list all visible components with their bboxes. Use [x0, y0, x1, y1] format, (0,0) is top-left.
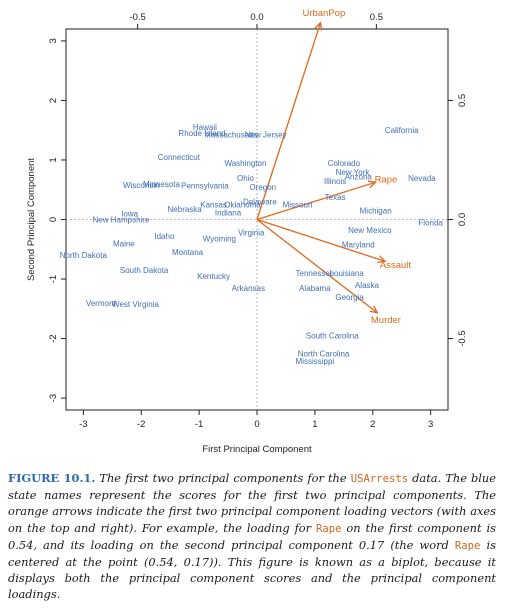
state-score-label: Missouri	[283, 201, 313, 210]
x-tick-label: -2	[137, 419, 145, 430]
state-score-label: Hawaii	[193, 123, 217, 132]
state-score-label: Nebraska	[168, 205, 203, 214]
state-score-label: Virginia	[238, 229, 265, 238]
loading-arrow	[256, 182, 375, 221]
top-tick-label: -0.5	[129, 12, 145, 23]
figure-caption: FIGURE 10.1. The first two principal com…	[8, 470, 496, 603]
y-tick-label: -1	[48, 275, 59, 283]
caption-text-2: data. The blue state names represent the…	[8, 471, 496, 535]
state-score-label: Vermont	[86, 299, 117, 308]
x-tick-label: 2	[370, 419, 375, 430]
state-score-label: Maryland	[342, 241, 375, 250]
state-score-label: Minnesota	[143, 180, 180, 189]
loading-label: Assault	[380, 260, 412, 271]
state-score-label: Wisconsin	[123, 181, 159, 190]
y-tick-label: 2	[48, 98, 59, 103]
x-tick-label: 0	[254, 419, 259, 430]
right-tick-label: 0.5	[457, 94, 468, 107]
x-axis-label: First Principal Component	[202, 444, 312, 455]
loading-label: Rape	[375, 175, 398, 186]
state-score-label: West Virginia	[112, 300, 159, 309]
loading-arrow	[256, 218, 377, 313]
right-tick-label: -0.5	[457, 330, 468, 346]
state-score-label: California	[385, 126, 419, 135]
state-score-label: Idaho	[154, 232, 175, 241]
state-score-label: Oklahoma	[224, 201, 261, 210]
x-tick-label: -3	[79, 419, 87, 430]
caption-text-3: on the first component is 0.54, and its …	[8, 520, 496, 552]
state-score-label: Washington	[224, 159, 266, 168]
state-score-label: Indiana	[215, 208, 242, 217]
caption-text-4: is centered at the point (0.54, 0.17)). …	[8, 537, 496, 602]
top-tick-label: 0.5	[370, 12, 383, 23]
y-tick-label: 0	[48, 217, 59, 222]
state-score-label: Georgia	[335, 293, 364, 302]
state-score-label: New Hampshire	[93, 216, 150, 225]
y-tick-label: -2	[48, 334, 59, 342]
state-score-label: North Carolina	[298, 349, 350, 358]
y-tick-label: -3	[48, 394, 59, 402]
caption-code-usarrests: USArrests	[350, 473, 409, 485]
state-score-label: Montana	[172, 248, 204, 257]
x-tick-label: -1	[195, 419, 203, 430]
state-score-label: Ohio	[237, 174, 254, 183]
loading-label: UrbanPop	[302, 8, 345, 19]
state-score-label: South Carolina	[306, 332, 359, 341]
loading-arrow	[256, 23, 320, 220]
state-score-label: Illinois	[324, 177, 346, 186]
caption-code-rape: Rape	[316, 522, 342, 535]
state-score-label: Arkansas	[232, 284, 265, 293]
loading-label: Murder	[371, 315, 401, 326]
state-score-label: Arizona	[345, 173, 373, 182]
right-tick-label: 0.0	[457, 213, 468, 226]
state-score-label: Alaska	[355, 281, 380, 290]
state-score-label: New Mexico	[348, 226, 392, 235]
state-score-label: Mississippi	[296, 357, 335, 366]
state-score-label: Iowa	[121, 210, 138, 219]
state-score-label: Oregon	[249, 183, 276, 192]
state-score-label: North Dakota	[60, 251, 108, 260]
state-score-label: Kentucky	[197, 272, 230, 281]
state-score-label: New Jersey	[245, 130, 287, 139]
x-tick-label: 1	[312, 419, 317, 430]
y-tick-label: 1	[48, 157, 59, 162]
state-score-label: Pennsylvania	[181, 182, 229, 191]
caption-text-1: The first two principal components for t…	[95, 471, 351, 485]
x-tick-label: 3	[428, 419, 433, 430]
state-score-label: Connecticut	[158, 153, 201, 162]
state-score-label: Delaware	[243, 198, 277, 207]
state-score-label: Rhode Island	[178, 129, 225, 138]
state-score-label: Louisiana	[330, 269, 365, 278]
state-score-label: Texas	[325, 193, 346, 202]
state-score-label: Tennessee	[296, 269, 335, 278]
state-score-label: Maine	[113, 239, 135, 248]
figure-label: FIGURE 10.1.	[8, 471, 96, 485]
y-axis-label: Second Principal Component	[26, 158, 37, 281]
state-score-label: South Dakota	[120, 266, 169, 275]
y-tick-label: 3	[48, 38, 59, 43]
state-score-label: Florida	[418, 218, 443, 227]
state-score-label: Nevada	[408, 174, 436, 183]
top-tick-label: 0.0	[250, 12, 263, 23]
state-score-label: Michigan	[360, 207, 392, 216]
state-score-label: Wyoming	[203, 235, 236, 244]
state-score-label: Alabama	[299, 284, 331, 293]
state-score-label: New York	[336, 168, 371, 177]
loading-arrow	[256, 218, 385, 262]
caption-code-rape-2: Rape	[454, 539, 481, 552]
state-score-label: Kansas	[200, 201, 227, 210]
state-score-label: Massachusetts	[204, 130, 257, 139]
state-score-label: Colorado	[328, 159, 361, 168]
